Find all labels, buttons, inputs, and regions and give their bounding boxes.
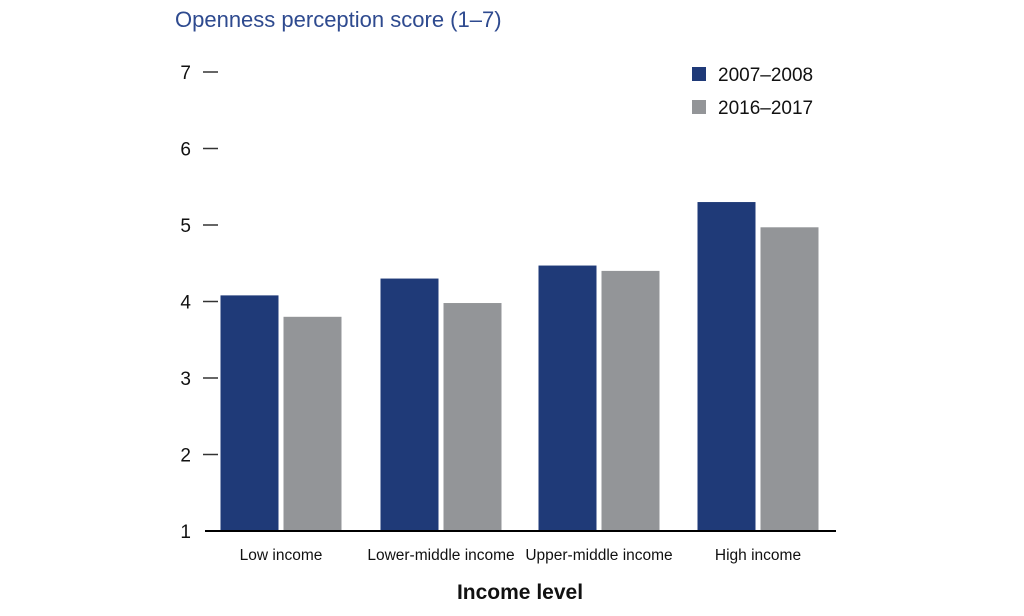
legend-swatch [692, 67, 706, 81]
legend: 2007–2008 2016–2017 [692, 65, 813, 119]
x-tick-label: Lower-middle income [367, 547, 514, 564]
legend-label: 2007–2008 [718, 65, 813, 86]
x-axis-label: Income level [457, 581, 583, 604]
bar [760, 227, 819, 532]
y-tick-label: 2 [180, 446, 191, 467]
y-tick-label: 6 [180, 140, 191, 161]
y-tick-label: 7 [180, 63, 191, 84]
y-axis: 1 2 3 4 5 6 7 [180, 63, 218, 543]
x-tick-labels: Low income Lower-middle income Upper-middl… [240, 547, 801, 564]
bar [443, 303, 502, 531]
x-tick-label: Upper-middle income [525, 547, 672, 564]
legend-label: 2016–2017 [718, 98, 813, 119]
x-tick-label: Low income [240, 547, 323, 564]
bar [538, 265, 597, 531]
bar [697, 202, 756, 532]
bar [220, 295, 279, 531]
bar [380, 278, 439, 531]
y-tick-label: 3 [180, 369, 191, 390]
legend-swatch [692, 100, 706, 114]
y-tick-label: 1 [180, 522, 191, 543]
chart-title: Openness perception score (1–7) [175, 7, 502, 32]
bar [601, 270, 660, 531]
y-tick-label: 4 [180, 293, 191, 314]
y-tick-label: 5 [180, 216, 191, 237]
bar [283, 316, 342, 531]
x-tick-label: High income [715, 547, 801, 564]
bars [220, 202, 819, 532]
